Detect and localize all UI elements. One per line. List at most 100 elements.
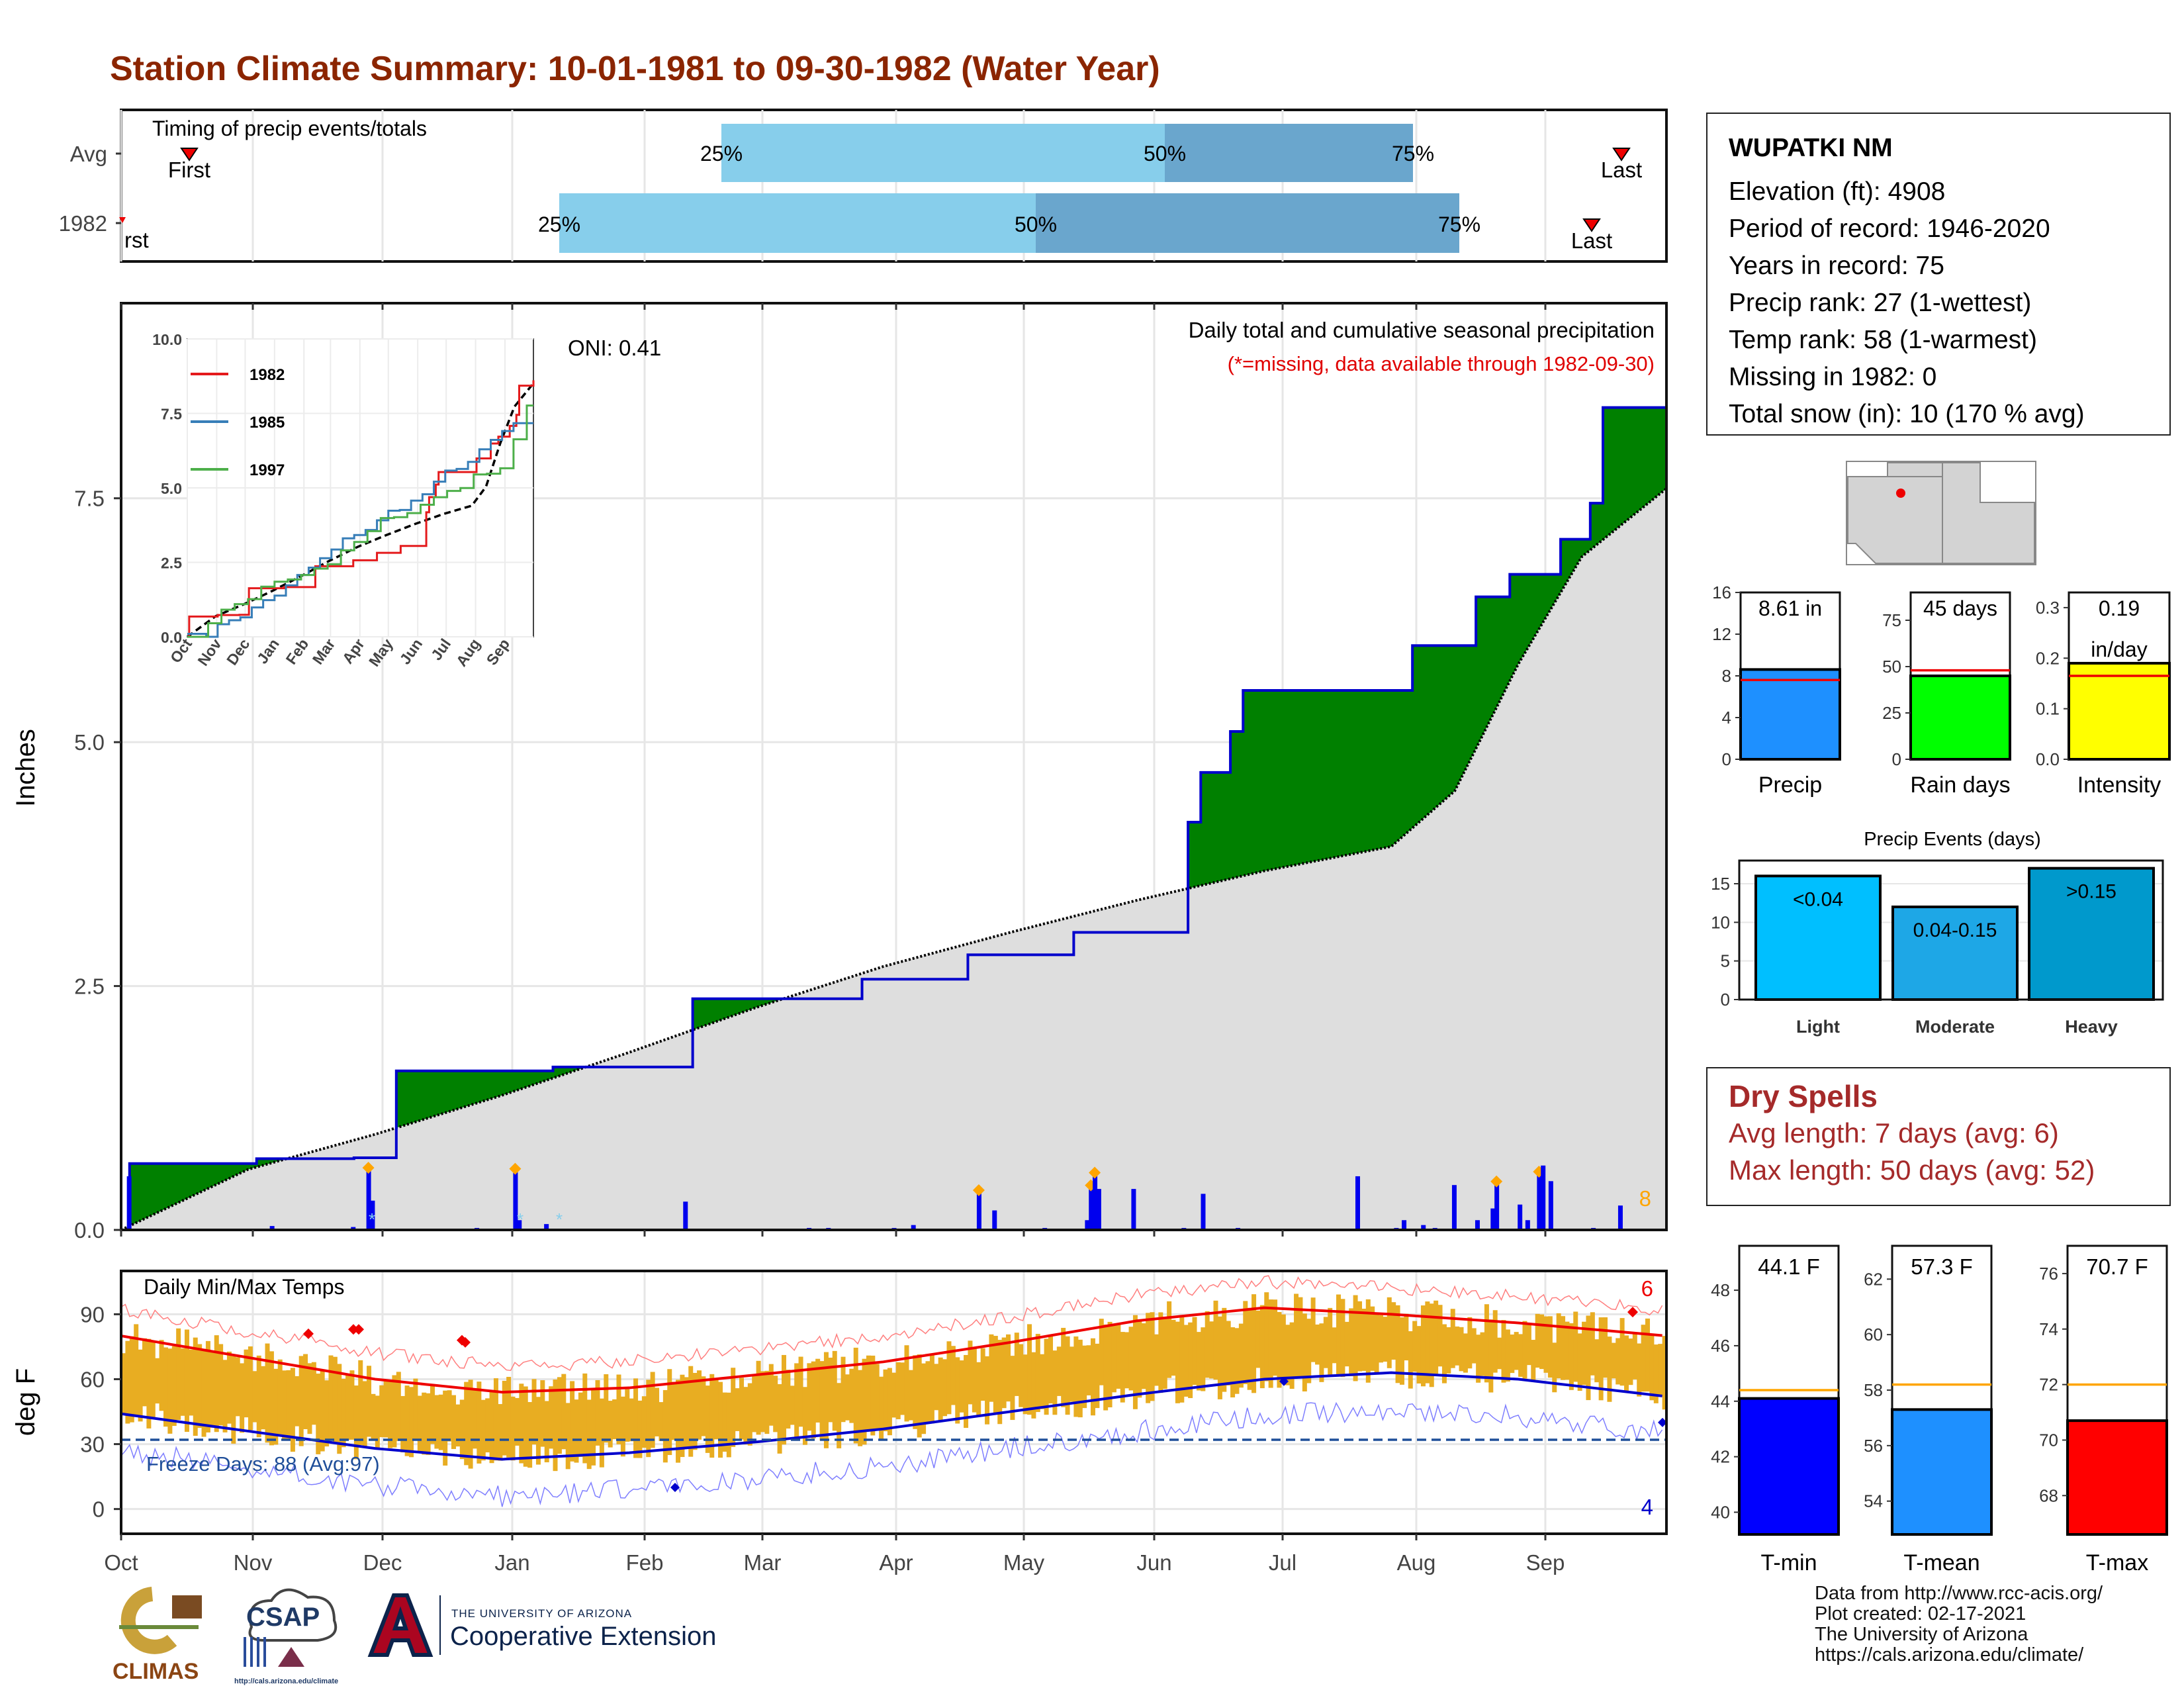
diff-area <box>167 1163 173 1208</box>
daily-temp-bar <box>1285 1325 1291 1385</box>
csap-text: CSAP <box>246 1603 320 1632</box>
diff-area <box>1543 574 1549 622</box>
daily-precip-bar <box>992 1210 997 1230</box>
diff-area <box>180 1163 185 1202</box>
missing-marker: * <box>517 1209 523 1229</box>
diff-area <box>764 998 770 1005</box>
daily-temp-bar <box>676 1380 681 1463</box>
daily-temp-bar <box>735 1388 740 1431</box>
daily-temp-bar <box>1255 1310 1261 1368</box>
avg-area <box>121 489 1666 1230</box>
diff-area <box>1416 645 1422 825</box>
daily-temp-bar <box>1077 1339 1083 1418</box>
daily-temp-bar <box>1547 1316 1553 1378</box>
daily-temp-bar <box>1476 1335 1481 1383</box>
temp-title: Daily Min/Max Temps <box>144 1275 344 1299</box>
daily-temp-bar <box>477 1382 482 1464</box>
daily-temp-bar <box>688 1366 694 1457</box>
daily-temp-bar <box>367 1366 372 1437</box>
diff-area <box>1569 539 1574 579</box>
daily-temp-bar <box>1357 1301 1362 1372</box>
daily-temp-bar <box>574 1399 579 1463</box>
diff-area <box>1505 596 1511 690</box>
daily-temp-bar <box>938 1357 943 1422</box>
diff-area <box>1264 690 1269 871</box>
last-label: Last <box>1601 158 1642 182</box>
timing-bar-avg <box>1165 124 1413 182</box>
daily-temp-bar <box>349 1370 355 1440</box>
diff-area <box>1247 690 1252 875</box>
daily-temp-bar <box>612 1399 617 1440</box>
events-bar-label: Moderate <box>1915 1017 1995 1037</box>
diff-area <box>493 1070 499 1098</box>
map-states <box>1847 462 2035 564</box>
last-marker <box>1582 218 1601 232</box>
daily-temp-bar <box>1061 1327 1066 1407</box>
daily-temp-bar <box>1306 1319 1312 1383</box>
daily-temp-bar <box>1522 1321 1527 1379</box>
daily-temp-bar <box>1124 1332 1130 1389</box>
daily-temp-bar <box>629 1398 634 1442</box>
daily-temp-bar <box>226 1351 232 1424</box>
diff-area <box>1222 772 1227 881</box>
daily-temp-bar <box>1603 1317 1608 1378</box>
diff-area <box>535 1070 541 1084</box>
daily-temp-bar <box>578 1392 583 1457</box>
daily-temp-bar <box>874 1364 880 1431</box>
daily-temp-bar <box>1459 1327 1464 1372</box>
diff-area <box>1437 645 1443 806</box>
record-diamond <box>972 1184 985 1197</box>
daily-temp-bar <box>286 1370 291 1441</box>
daily-temp-bar <box>608 1401 613 1448</box>
daily-precip-bar <box>1131 1189 1136 1230</box>
diff-area <box>1395 690 1400 843</box>
diff-area <box>201 1163 206 1192</box>
daily-temp-bar <box>1611 1342 1616 1379</box>
diff-area <box>222 1163 228 1182</box>
precip-title: Daily total and cumulative seasonal prec… <box>1189 318 1655 342</box>
daily-temp-bar <box>756 1360 761 1435</box>
summary-ytick: 16 <box>1712 583 1731 602</box>
summary-ytick: 12 <box>1712 624 1731 644</box>
diff-area <box>413 1070 418 1123</box>
daily-temp-bar <box>781 1354 786 1445</box>
diff-area <box>417 1070 423 1121</box>
summary-ytick: 0 <box>1892 749 1901 769</box>
record-high-count: 6 <box>1641 1276 1653 1301</box>
daily-temp-bar <box>1086 1345 1091 1395</box>
diff-area <box>1234 731 1240 878</box>
station-line: Missing in 1982: 0 <box>1729 363 1937 391</box>
diff-area <box>459 1070 465 1109</box>
diff-area <box>210 1163 215 1188</box>
diff-area <box>1387 690 1392 848</box>
daily-temp-bar <box>506 1376 512 1458</box>
intensity-value: 0.19 <box>2099 596 2140 620</box>
daily-temp-bar <box>1069 1346 1074 1402</box>
daily-temp-bar <box>1624 1335 1629 1392</box>
avg-max-line <box>120 1306 1662 1394</box>
daily-temp-bar <box>841 1356 846 1423</box>
daily-temp-bar <box>955 1357 960 1424</box>
daily-temp-bar <box>337 1364 342 1454</box>
daily-temp-bar <box>1179 1315 1185 1403</box>
timing-row-label: 1982 <box>59 211 107 236</box>
rain_days-label: Rain days <box>1910 773 2010 798</box>
daily-temp-bar <box>155 1358 160 1404</box>
inset-legend-label: 1985 <box>250 414 285 432</box>
credit-line: The University of Arizona <box>1815 1624 2028 1645</box>
daily-temp-bar <box>1437 1305 1443 1367</box>
timing-panel: Timing of precip events/totals Avg 1982 25%… <box>59 109 1668 263</box>
daily-temp-bar <box>324 1380 330 1447</box>
diff-area <box>171 1163 177 1206</box>
daily-temp-bar <box>514 1397 520 1446</box>
diff-area <box>468 1070 473 1106</box>
daily-temp-bar <box>1196 1332 1201 1391</box>
precip-bar <box>1739 668 1841 761</box>
inset-ytick: 5.0 <box>161 480 182 497</box>
daily-temp-bar <box>214 1335 219 1432</box>
diff-area <box>1298 690 1303 865</box>
tmax-bar <box>2066 1419 2168 1536</box>
tmean-value: 57.3 F <box>1911 1254 1973 1279</box>
daily-temp-bar <box>752 1375 757 1432</box>
